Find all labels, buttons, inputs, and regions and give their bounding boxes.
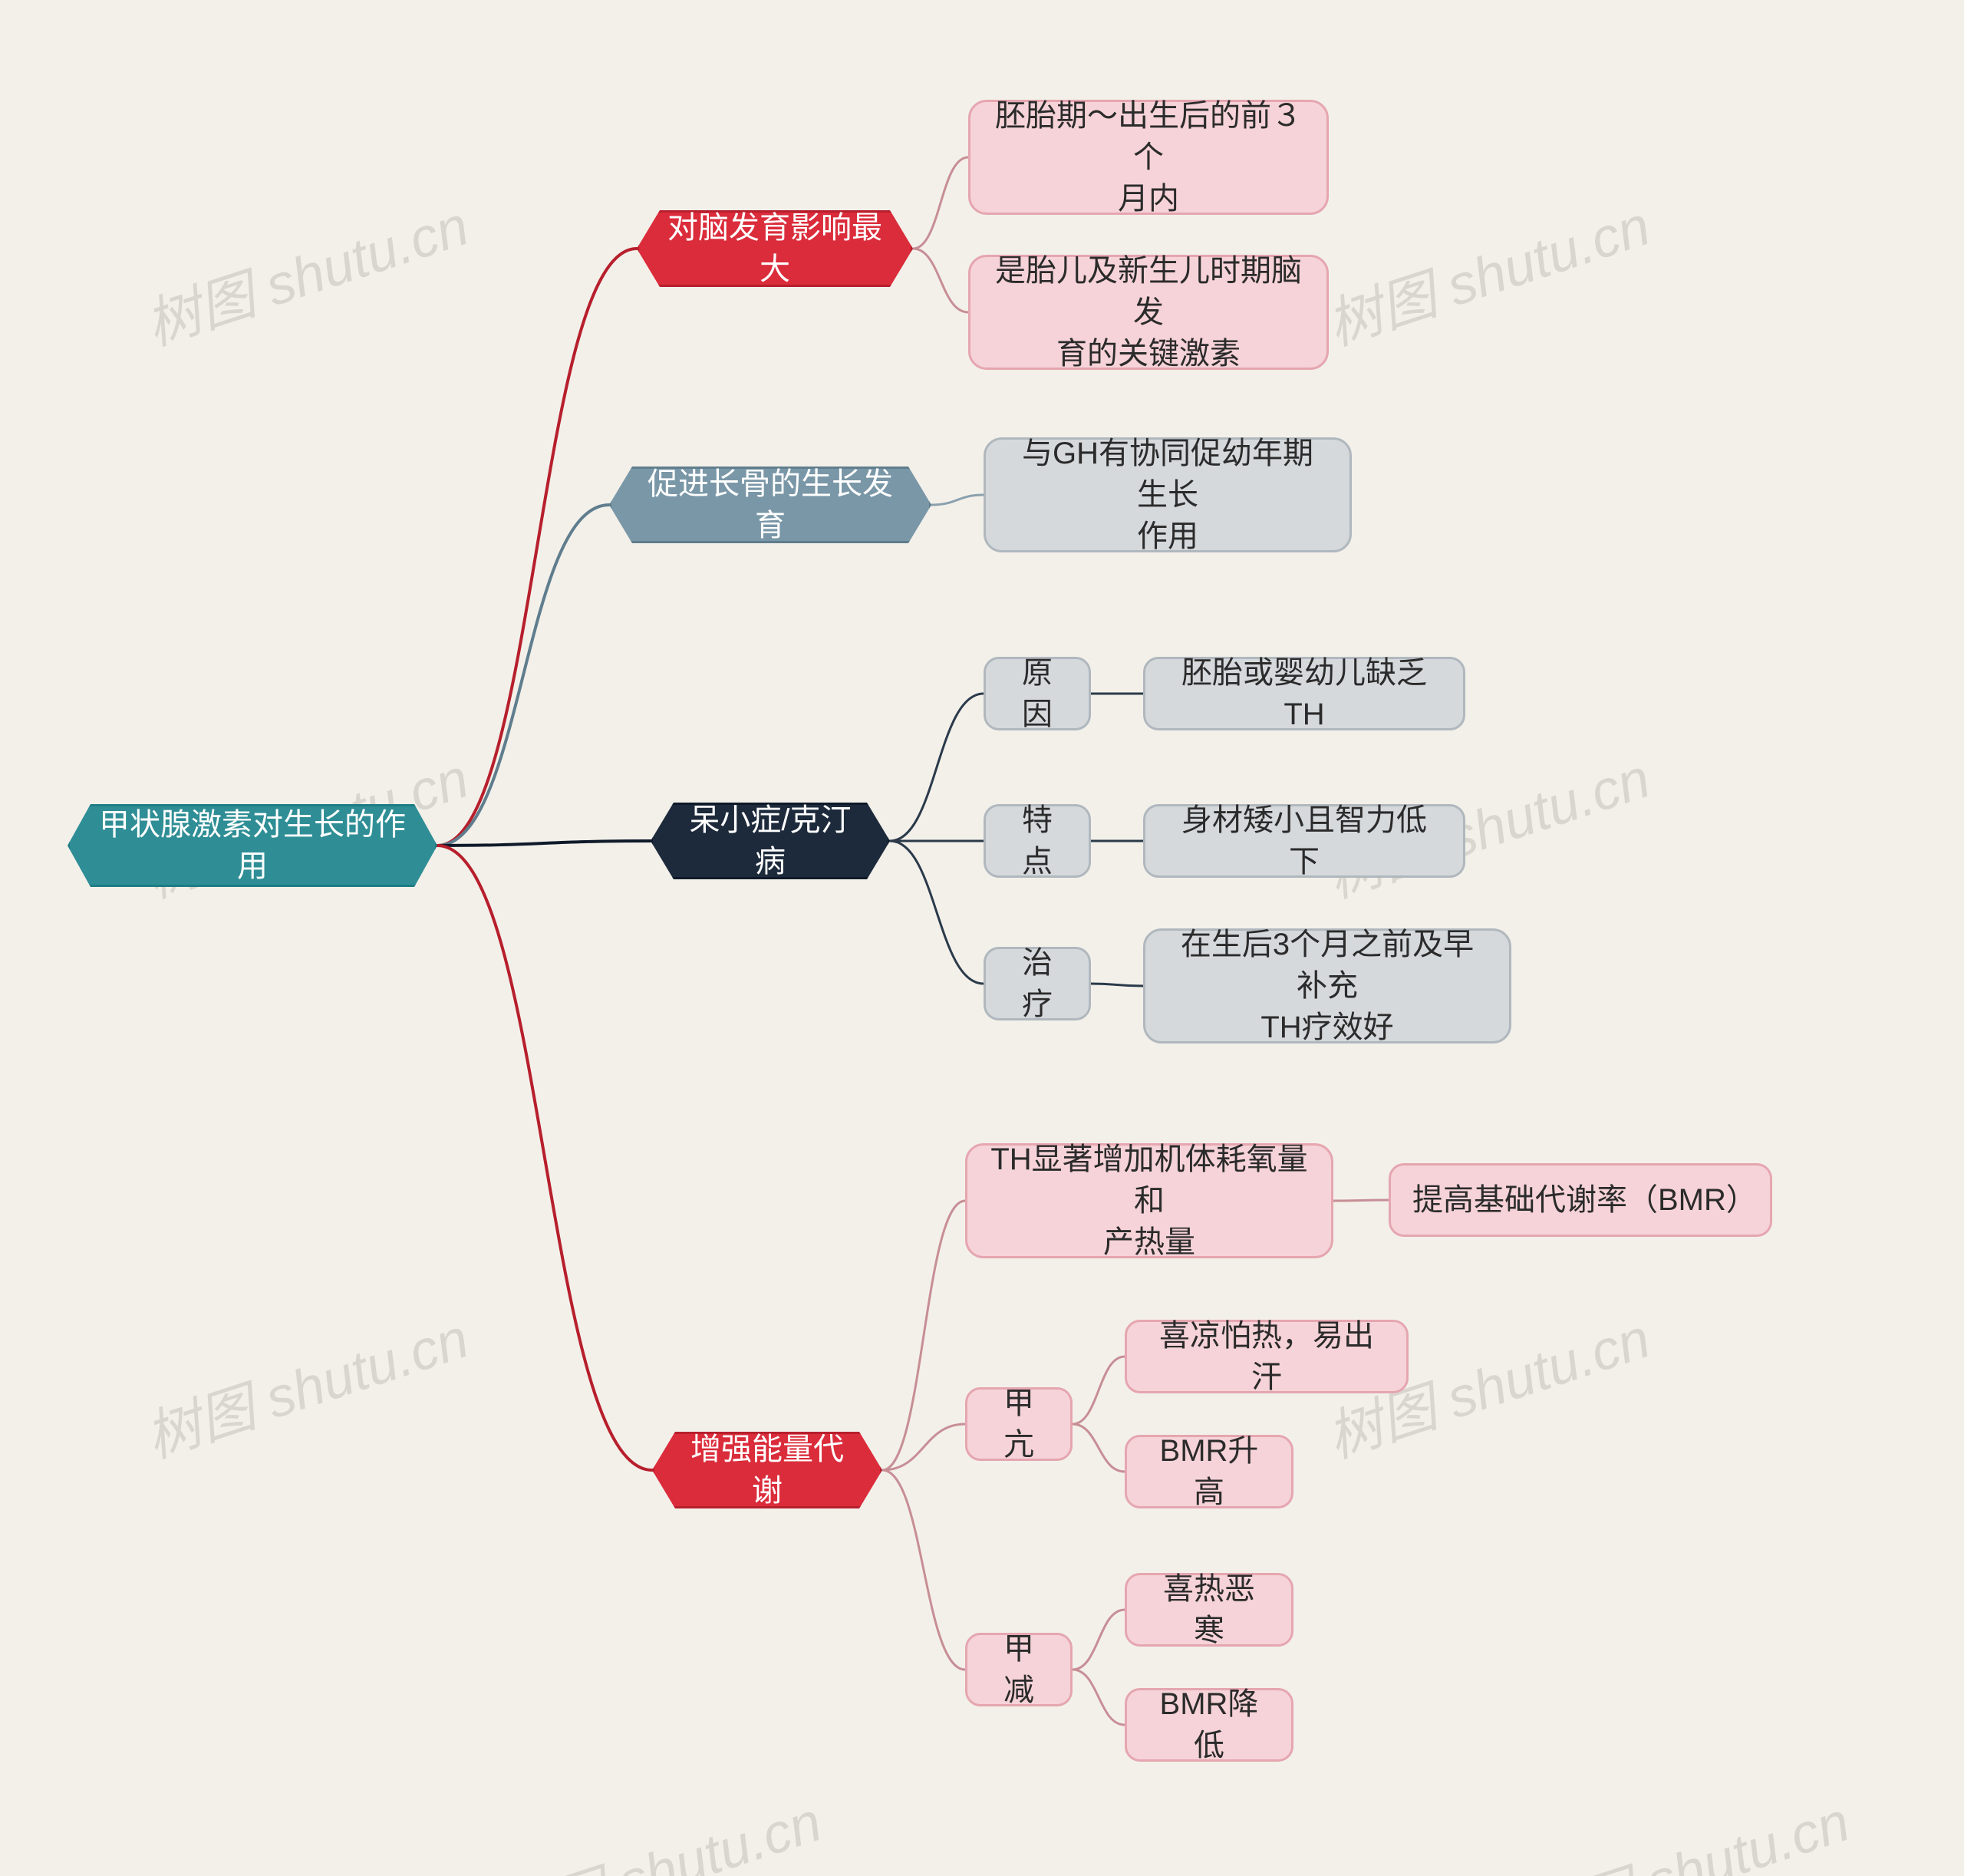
node-b4c2d2[interactable]: BMR升高 xyxy=(1125,1435,1293,1508)
node-b4c2d1[interactable]: 喜凉怕热，易出汗 xyxy=(1125,1320,1409,1393)
edge xyxy=(931,495,984,505)
node-b1c2[interactable]: 是胎儿及新生儿时期脑发 育的关键激素 xyxy=(968,255,1329,370)
edge xyxy=(890,841,984,984)
node-b3c2d[interactable]: 身材矮小且智力低下 xyxy=(1143,804,1465,878)
watermark: 树图 shutu.cn xyxy=(486,1776,829,1876)
node-root[interactable]: 甲状腺激素对生长的作用 xyxy=(68,804,437,887)
edge xyxy=(1091,984,1143,986)
edge xyxy=(882,1201,965,1470)
edge xyxy=(882,1470,965,1670)
edge xyxy=(1333,1200,1389,1201)
node-b4c3d2[interactable]: BMR降低 xyxy=(1125,1688,1293,1762)
edge xyxy=(437,841,651,846)
node-b4c1d[interactable]: 提高基础代谢率（BMR） xyxy=(1389,1163,1772,1237)
watermark: 树图 shutu.cn xyxy=(1315,180,1658,361)
node-b2[interactable]: 促进长骨的生长发育 xyxy=(609,467,931,543)
edge xyxy=(913,157,968,249)
edge xyxy=(890,694,984,841)
edge xyxy=(1073,1424,1125,1472)
node-b3c1[interactable]: 原因 xyxy=(984,657,1091,730)
edge xyxy=(437,505,609,846)
node-b1c1[interactable]: 胚胎期～出生后的前３个 月内 xyxy=(968,100,1329,215)
edge xyxy=(913,249,968,312)
edge xyxy=(1073,1357,1125,1424)
mindmap-canvas: 树图 shutu.cn 树图 shutu.cn 树图 shutu.cn 树图 shut… xyxy=(0,0,1964,1876)
node-b4[interactable]: 增强能量代谢 xyxy=(652,1432,882,1508)
edge xyxy=(1073,1610,1125,1670)
node-b4c3[interactable]: 甲减 xyxy=(965,1633,1073,1706)
node-b4c1[interactable]: TH显著增加机体耗氧量和 产热量 xyxy=(965,1143,1333,1258)
edge xyxy=(437,249,637,846)
node-b2c1[interactable]: 与GH有协同促幼年期生长 作用 xyxy=(984,437,1352,552)
watermark: 树图 shutu.cn xyxy=(133,1293,476,1473)
node-b3c3d[interactable]: 在生后3个月之前及早补充 TH疗效好 xyxy=(1143,928,1511,1044)
watermark: 树图 shutu.cn xyxy=(1514,1776,1857,1876)
node-b1[interactable]: 对脑发育影响最大 xyxy=(637,210,913,287)
node-b3[interactable]: 呆小症/克汀病 xyxy=(651,803,890,879)
node-b3c2[interactable]: 特点 xyxy=(984,804,1091,878)
node-b3c3[interactable]: 治疗 xyxy=(984,947,1091,1020)
watermark: 树图 shutu.cn xyxy=(133,180,476,361)
node-b4c3d1[interactable]: 喜热恶寒 xyxy=(1125,1573,1293,1647)
node-b4c2[interactable]: 甲亢 xyxy=(965,1387,1073,1461)
edge xyxy=(1073,1670,1125,1725)
edge xyxy=(437,846,652,1470)
edge xyxy=(882,1424,965,1470)
node-b3c1d[interactable]: 胚胎或婴幼儿缺乏TH xyxy=(1143,657,1465,730)
